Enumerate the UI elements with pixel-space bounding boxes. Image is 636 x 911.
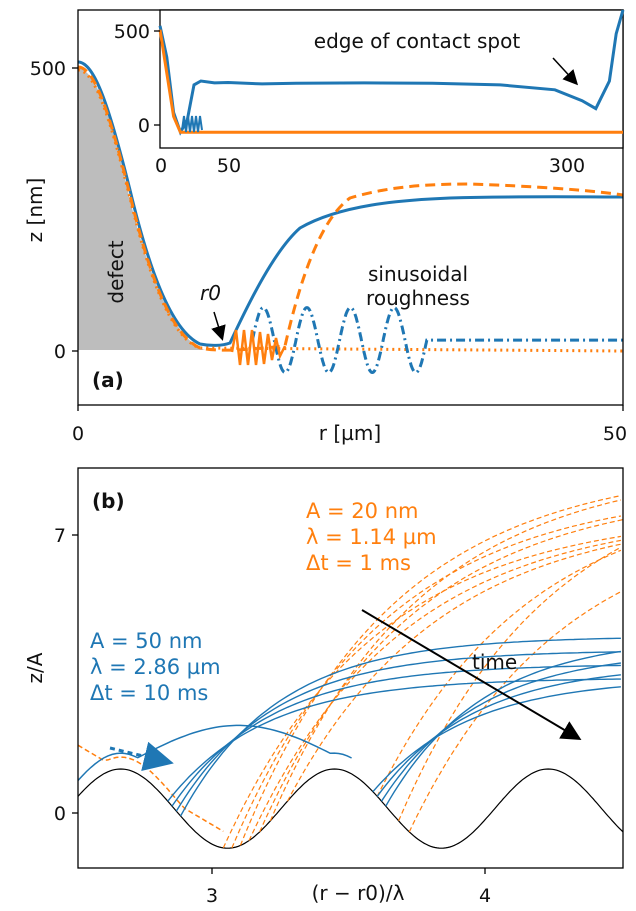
orange-curve (231, 515, 622, 849)
roughness-label-line2: roughness (366, 286, 470, 310)
panel-b-y-axis-label: z/A (23, 652, 47, 683)
panel-a-xtick-50: 50 (603, 423, 627, 445)
blue-dotted-arrow (109, 741, 174, 771)
inset-xtick-0: 0 (155, 155, 167, 177)
orange-legend-A: A = 20 nm (306, 499, 418, 523)
blue-legend-A: A = 50 nm (90, 629, 202, 653)
inset-xtick-50: 50 (217, 155, 241, 177)
panel-b-ytick-0: 0 (54, 803, 66, 825)
panel-a-tag: (a) (92, 368, 124, 392)
panel-a-ytick-0: 0 (54, 341, 66, 363)
blue-curve (171, 664, 621, 807)
inset-oscillation (181, 115, 203, 133)
panel-a-xtick-0: 0 (72, 423, 84, 445)
panel-b-tag: (b) (92, 489, 125, 513)
inset-xtick-300: 300 (549, 155, 585, 177)
orange-boundary-curve (78, 744, 224, 833)
panel-a: 0 500 0 50 r [µm] z [nm] (a) defect r0 s… (23, 9, 627, 445)
panel-b: 7 0 3 4 (r − r0)/λ z/A (b) A = 20 nm λ =… (23, 467, 624, 907)
blue-curve (385, 650, 622, 807)
orange-curve (239, 495, 622, 846)
orange-curve (259, 519, 623, 833)
panel-b-xtick-3: 3 (206, 885, 218, 907)
orange-curve (222, 535, 622, 849)
blue-curve (167, 678, 621, 802)
panel-a-x-axis-label: r [µm] (319, 421, 381, 445)
orange-curve (376, 549, 622, 797)
orange-curve (286, 543, 622, 802)
inset-ytick-500: 500 (114, 21, 150, 43)
panel-b-blue-curves (78, 637, 622, 817)
inset-blue-line (158, 9, 625, 136)
panel-a-plot-area (78, 60, 623, 375)
defect-label: defect (104, 240, 128, 303)
blue-curve (179, 637, 621, 817)
panel-b-axes-frame (77, 467, 624, 869)
orange-legend-dt: Δt = 1 ms (306, 551, 411, 575)
blue-legend-dt: Δt = 10 ms (90, 681, 208, 705)
time-label: time (472, 650, 517, 674)
time-arrow (361, 609, 582, 741)
panel-b-ytick-7: 7 (54, 525, 66, 547)
orange-curve (398, 546, 622, 822)
roughness-label-line1: sinusoidal (368, 262, 468, 286)
inset-background (159, 9, 624, 149)
blue-curve (380, 662, 621, 802)
blue-curve (376, 674, 621, 797)
panel-b-x-axis-label: (r − r0)/λ (312, 881, 405, 905)
orange-curve (408, 590, 623, 833)
blue-legend-lambda: λ = 2.86 µm (90, 655, 221, 679)
blue-curve (372, 686, 621, 793)
panel-a-inset: 0 500 0 50 300 edge of contact spot (114, 9, 625, 177)
inset-edge-annotation: edge of contact spot (314, 29, 521, 53)
r0-label: r0 (200, 281, 221, 305)
orange-curve (248, 539, 622, 841)
r0-arrow (211, 311, 226, 341)
panel-b-xtick-4: 4 (479, 885, 491, 907)
panel-a-sinusoidal-roughness-line (250, 306, 623, 375)
blue-boundary-curve (78, 724, 352, 782)
panel-a-ytick-500: 500 (30, 58, 66, 80)
panel-a-orange-oscillation (230, 329, 287, 366)
panel-b-sinusoid-line (78, 768, 623, 849)
blue-curve (175, 651, 621, 812)
inset-orange-line (158, 29, 623, 134)
inset-ytick-0: 0 (138, 115, 150, 137)
panel-a-y-axis-label: z [nm] (23, 178, 47, 243)
orange-curve (269, 499, 622, 822)
orange-legend-lambda: λ = 1.14 µm (306, 525, 437, 549)
defect-region (78, 68, 205, 350)
inset-edge-arrow (552, 57, 579, 86)
panel-b-plot-area (78, 495, 623, 849)
